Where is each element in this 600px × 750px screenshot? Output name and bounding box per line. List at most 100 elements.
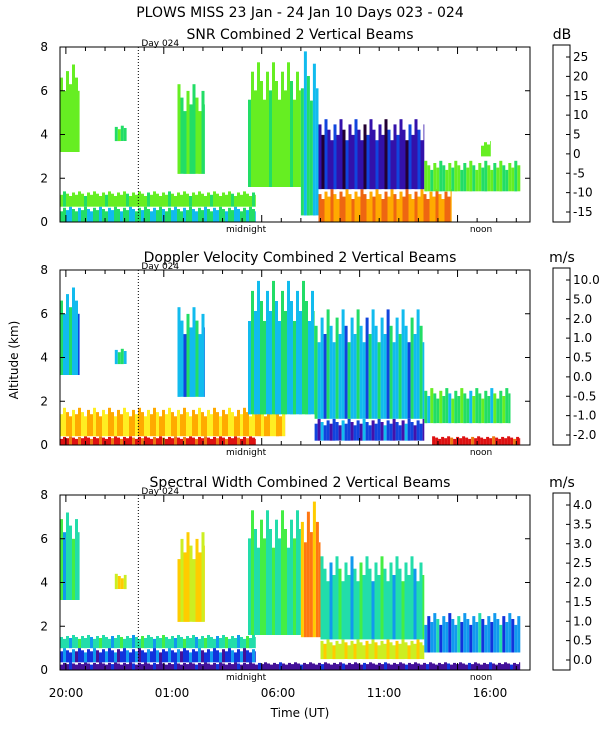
- data-cell-spectral-width: [96, 664, 99, 670]
- data-cell-snr: [436, 167, 440, 192]
- data-cell-spectral-width: [177, 559, 181, 622]
- data-cell-spectral-width: [69, 638, 72, 649]
- data-cell-spectral-width: [117, 663, 120, 670]
- colorbar-tick-label-spectral-width: 0.5: [573, 634, 592, 648]
- colorbar-tick-label-snr: 0: [573, 147, 581, 161]
- data-cell-snr: [207, 209, 210, 222]
- data-cell-doppler-velocity: [276, 412, 279, 437]
- data-cell-spectral-width: [168, 638, 171, 649]
- data-cell-spectral-width: [383, 643, 387, 660]
- data-cell-spectral-width: [240, 637, 243, 649]
- data-cell-spectral-width: [398, 568, 402, 640]
- data-cell-snr: [237, 192, 240, 207]
- data-cell-snr: [432, 196, 436, 222]
- data-cell-spectral-width: [395, 640, 399, 660]
- data-cell-doppler-velocity: [508, 393, 511, 424]
- data-cell-doppler-velocity: [108, 436, 111, 445]
- data-cell-doppler-velocity: [422, 342, 425, 419]
- data-cell-doppler-velocity: [234, 416, 237, 437]
- data-cell-doppler-velocity: [135, 438, 138, 445]
- data-cell-spectral-width: [135, 664, 138, 670]
- data-cell-spectral-width: [240, 664, 243, 670]
- y-tick-label-spectral-width: 8: [40, 488, 48, 502]
- data-cell-snr: [360, 189, 364, 222]
- data-cell-doppler-velocity: [401, 420, 405, 441]
- data-cell-spectral-width: [429, 662, 432, 670]
- data-cell-doppler-velocity: [480, 437, 484, 445]
- data-cell-spectral-width: [447, 663, 450, 670]
- data-cell-spectral-width: [72, 649, 75, 663]
- data-cell-spectral-width: [332, 575, 336, 640]
- data-cell-spectral-width: [430, 622, 434, 653]
- data-cell-spectral-width: [228, 638, 231, 649]
- data-cell-spectral-width: [357, 663, 360, 670]
- colorbar-tick-label-spectral-width: 0.0: [573, 653, 592, 667]
- data-cell-spectral-width: [511, 619, 515, 653]
- data-cell-spectral-width: [408, 662, 411, 670]
- data-cell-spectral-width: [453, 662, 456, 670]
- data-cell-spectral-width: [436, 619, 440, 653]
- data-cell-snr: [327, 196, 331, 222]
- data-cell-spectral-width: [306, 511, 310, 638]
- data-cell-doppler-velocity: [72, 437, 75, 445]
- data-cell-spectral-width: [90, 664, 93, 670]
- data-cell-snr: [481, 167, 485, 192]
- data-cell-snr: [287, 62, 290, 187]
- data-cell-doppler-velocity: [502, 396, 506, 424]
- data-cell-doppler-velocity: [507, 436, 511, 446]
- data-cell-snr: [435, 189, 439, 222]
- data-cell-doppler-velocity: [204, 416, 207, 437]
- data-cell-doppler-velocity: [141, 438, 144, 445]
- data-cell-snr: [466, 167, 470, 192]
- data-cell-doppler-velocity: [216, 438, 219, 445]
- data-cell-snr: [255, 194, 256, 207]
- data-cell-spectral-width: [141, 664, 144, 670]
- plot-area-doppler-velocity: Day 024 midnight noon 0 2 4 6 8: [40, 262, 531, 458]
- data-cell-doppler-velocity: [398, 334, 402, 419]
- data-cell-spectral-width: [323, 643, 327, 660]
- noon-label-spectral-width: noon: [470, 673, 492, 683]
- data-cell-snr: [192, 209, 195, 222]
- data-cell-doppler-velocity: [317, 342, 321, 419]
- data-cell-doppler-velocity: [293, 321, 296, 415]
- data-cell-spectral-width: [63, 638, 66, 649]
- data-cell-snr: [417, 129, 421, 190]
- data-cell-doppler-velocity: [159, 416, 162, 437]
- data-cell-spectral-width: [138, 648, 141, 663]
- data-cell-doppler-velocity: [192, 437, 195, 445]
- data-cell-doppler-velocity: [344, 423, 348, 441]
- data-cell-doppler-velocity: [350, 422, 354, 441]
- midnight-label-spectral-width: midnight: [226, 673, 267, 683]
- data-cell-spectral-width: [81, 664, 84, 670]
- data-cell-doppler-velocity: [454, 390, 458, 424]
- data-cell-snr: [165, 211, 168, 222]
- data-cell-spectral-width: [381, 664, 384, 670]
- data-cell-snr: [201, 193, 204, 207]
- data-cell-spectral-width: [78, 532, 80, 600]
- data-cell-snr: [219, 196, 222, 207]
- data-cell-snr: [168, 191, 171, 207]
- x-tick-label-2: 06:00: [261, 686, 296, 700]
- data-cell-spectral-width: [150, 664, 153, 670]
- data-cell-doppler-velocity: [228, 436, 231, 445]
- data-cell-spectral-width: [435, 664, 438, 670]
- data-cell-spectral-width: [416, 581, 420, 640]
- colorbar-tick-label-spectral-width: 2.5: [573, 556, 592, 570]
- colorbar-tick-label-snr: -5: [573, 166, 585, 180]
- data-cell-spectral-width: [174, 638, 177, 649]
- data-cell-doppler-velocity: [392, 418, 396, 441]
- data-cell-snr: [490, 169, 494, 192]
- data-cell-spectral-width: [123, 648, 126, 663]
- y-axis-label: Altitude (km): [7, 321, 21, 400]
- data-cell-spectral-width: [323, 568, 327, 640]
- data-cell-spectral-width: [243, 662, 246, 670]
- data-cell-snr: [393, 194, 397, 222]
- data-cell-doppler-velocity: [258, 407, 261, 437]
- data-cell-spectral-width: [383, 568, 387, 640]
- data-cell-spectral-width: [332, 645, 336, 660]
- data-cell-doppler-velocity: [174, 416, 177, 437]
- colorbar-tick-label-snr: -15: [573, 205, 593, 219]
- data-cell-spectral-width: [192, 663, 195, 670]
- data-cell-doppler-velocity: [450, 437, 454, 445]
- panel-spectral-width: Spectral Width Combined 2 Vertical Beams…: [40, 475, 592, 683]
